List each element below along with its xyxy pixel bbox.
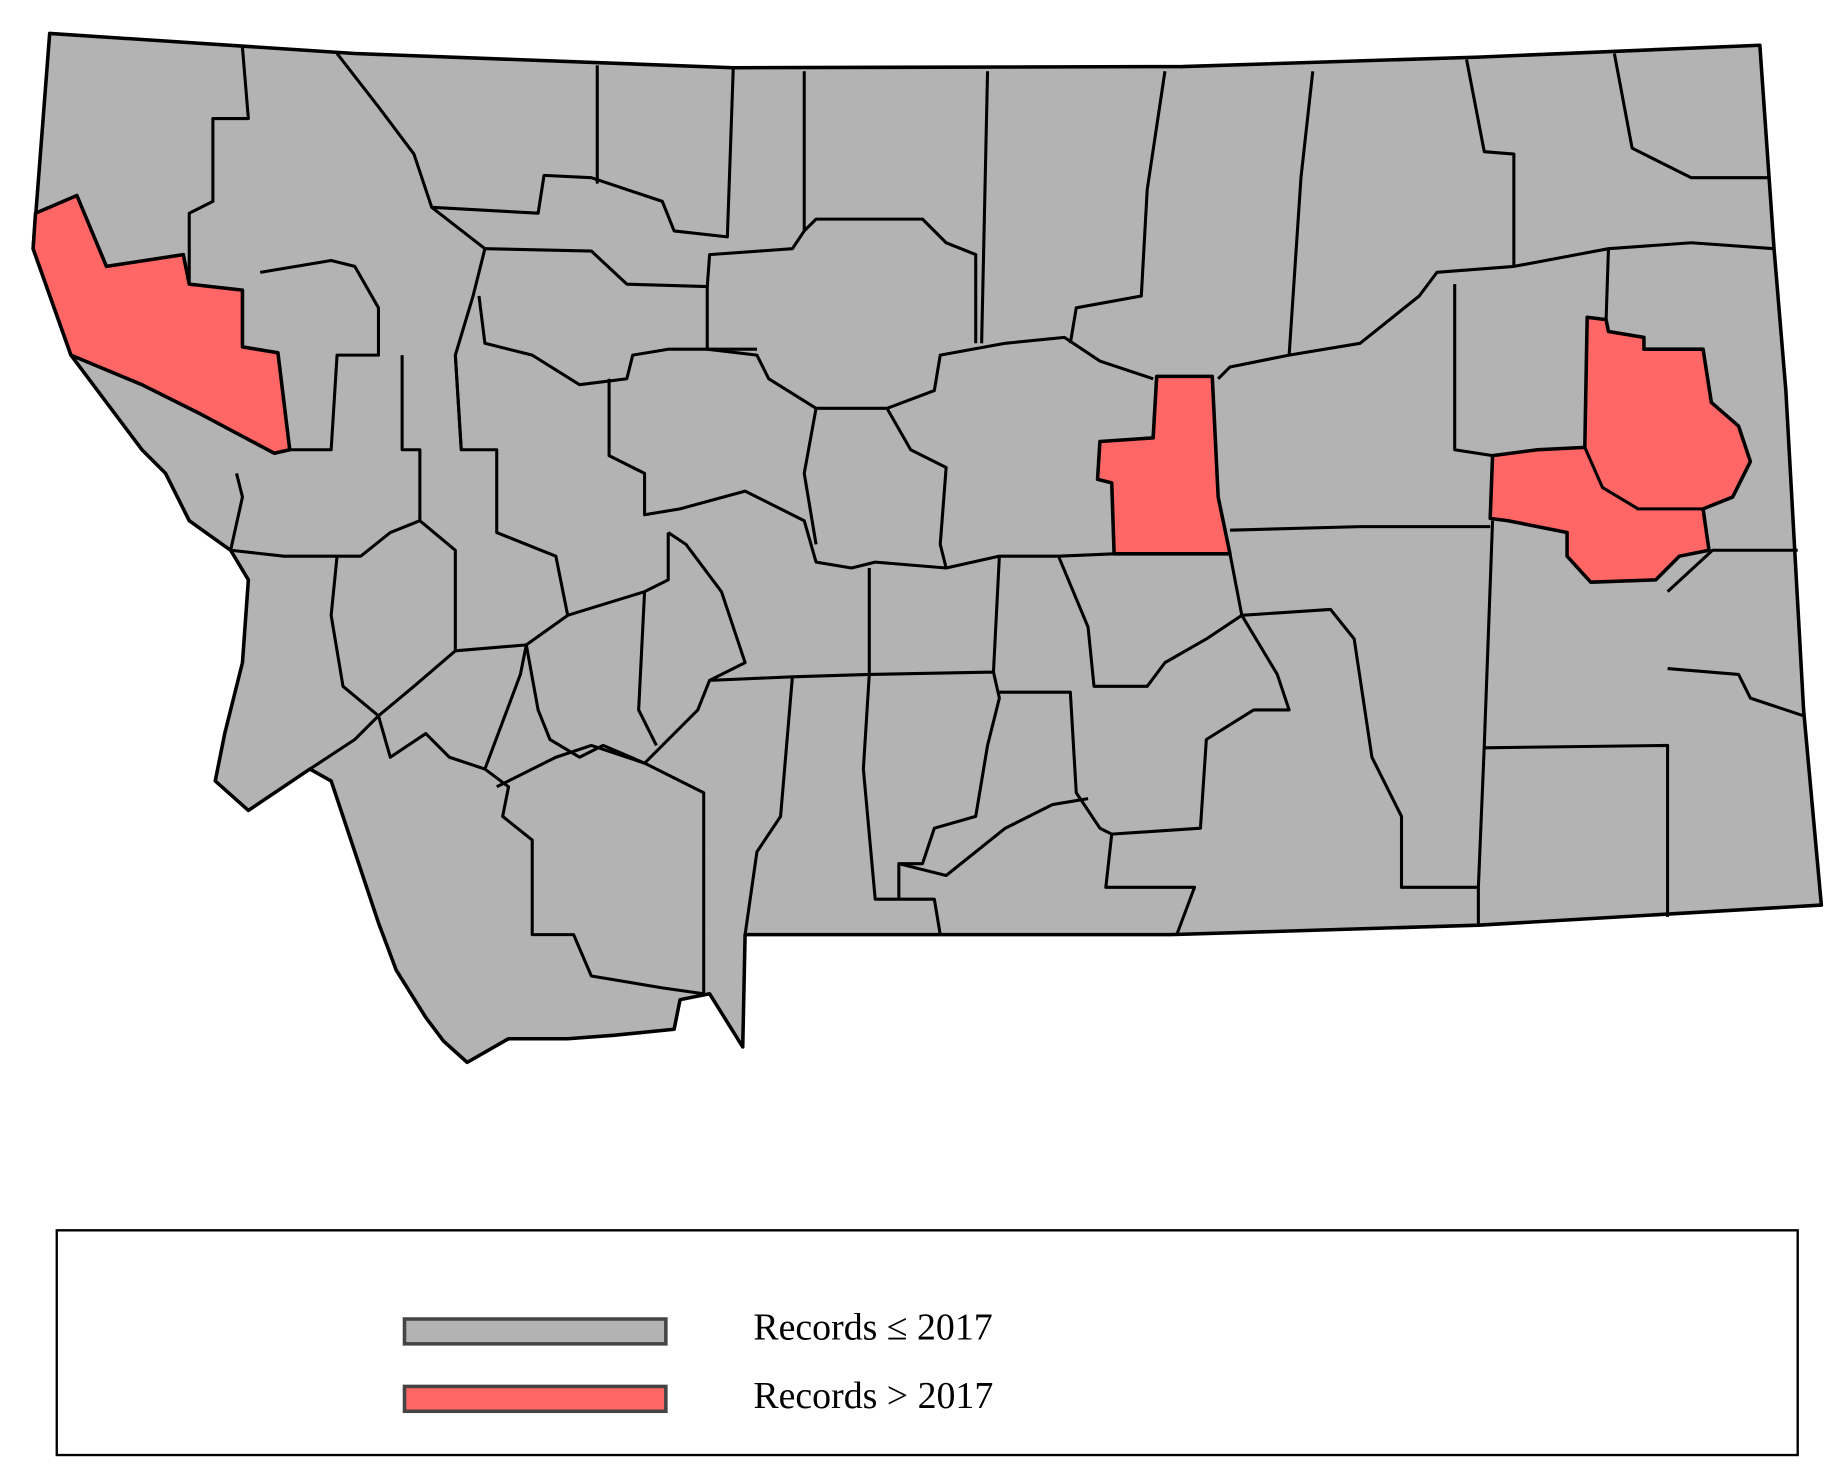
state-area (31, 31, 1824, 1065)
county-recent-records (31, 193, 292, 456)
county-boundary (802, 407, 948, 569)
county-boundary (705, 71, 978, 344)
county-boundary (187, 47, 250, 285)
county-boundary (1241, 520, 1805, 926)
legend-box (55, 1229, 1799, 1457)
county-boundary (898, 555, 1243, 878)
county-boundary (1583, 446, 1704, 511)
county-boundary (1465, 53, 1775, 268)
legend-label: Records > 2017 (753, 1375, 993, 1417)
legend-label: Records ≤ 2017 (753, 1307, 992, 1349)
county-boundary (400, 355, 658, 765)
county-boundary (477, 295, 1115, 570)
montana-map (31, 31, 1824, 1065)
legend-swatch (402, 1384, 668, 1414)
legend: Records ≤ 2017 Records > 2017 (55, 1229, 1799, 1457)
county-boundary (431, 67, 735, 239)
county-boundary (229, 473, 704, 996)
county-boundary (1288, 248, 1610, 458)
county-boundary (230, 258, 527, 718)
county-boundary (643, 531, 870, 994)
county-recent-records (1488, 315, 1753, 584)
county-recent-records (1095, 374, 1232, 556)
county-boundary (1104, 525, 1491, 936)
highlighted-counties (31, 193, 1753, 584)
legend-swatch (402, 1317, 668, 1346)
